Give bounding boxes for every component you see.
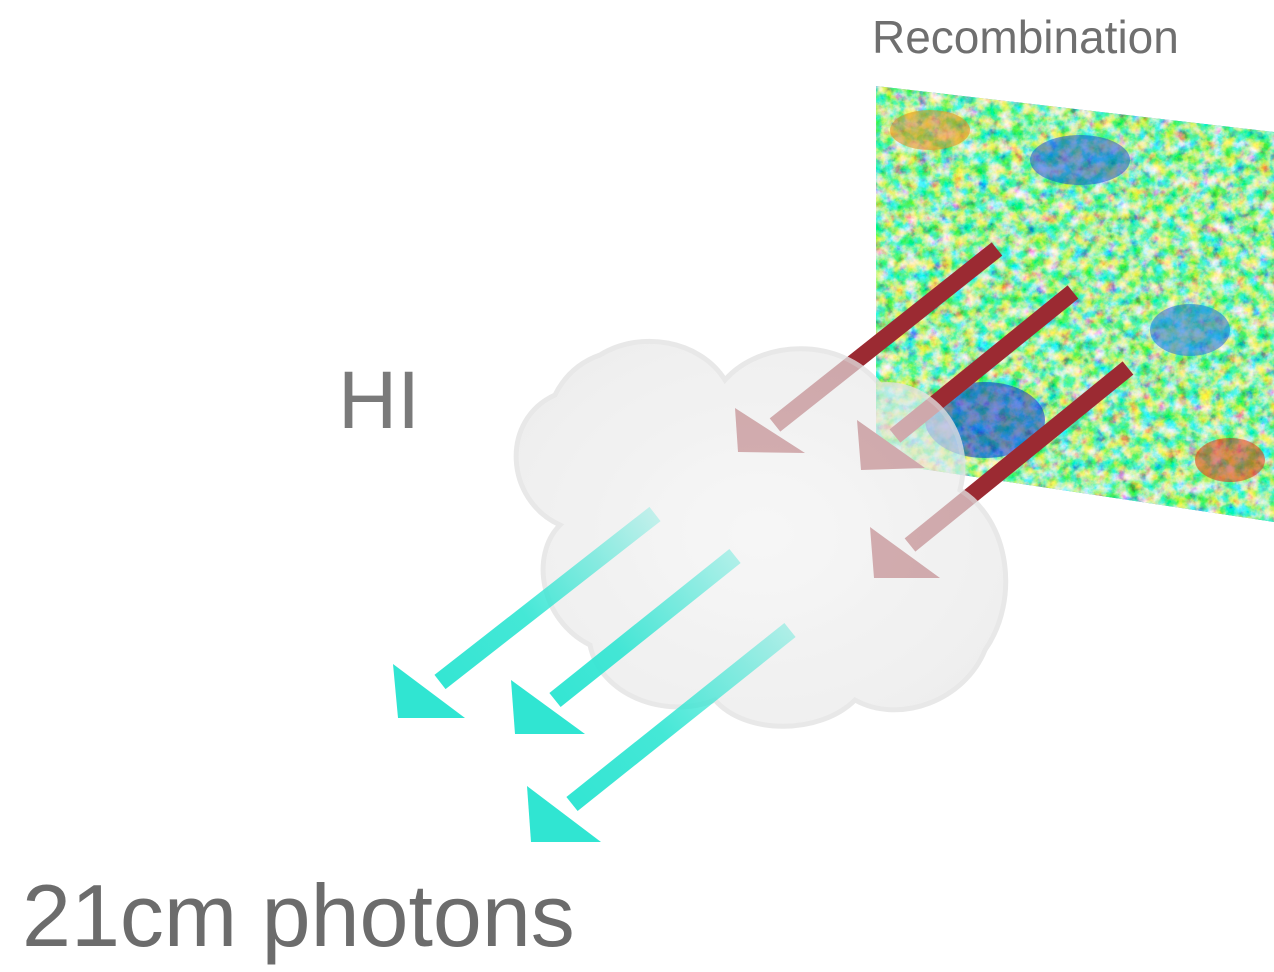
photon-arrow-2: [511, 548, 741, 734]
hi-label: HI: [338, 355, 420, 446]
cmb-map: [876, 86, 1274, 522]
21cm-photons-label: 21cm photons: [22, 866, 575, 965]
recombination-label: Recombination: [872, 11, 1179, 63]
photon-arrow-3: [527, 622, 796, 842]
21cm-photon-arrows: [393, 506, 796, 842]
photon-arrow-1: [393, 506, 661, 718]
